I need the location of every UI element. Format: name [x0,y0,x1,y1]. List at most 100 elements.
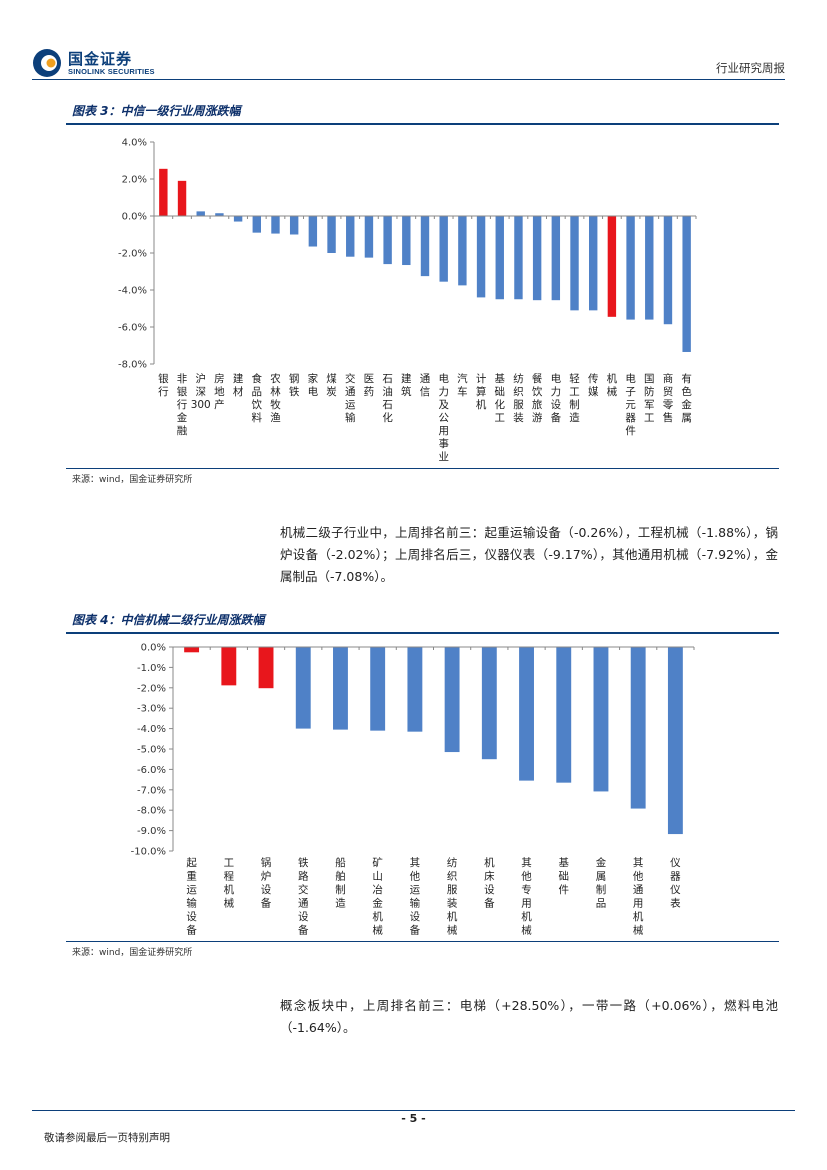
logo-text-en: SINOLINK SECURITIES [68,67,155,76]
y-tick-label: -8.0% [137,806,166,817]
y-tick-label: -7.0% [137,785,166,796]
bar-轻工制造 [570,216,579,311]
bar-纺织服装机械 [444,647,460,753]
category-label: 传媒 [588,373,599,398]
bar-家电 [308,216,318,247]
y-tick-label: -10.0% [131,847,166,858]
category-label: 医药 [364,373,375,398]
category-label: 纺织服装机械 [447,856,458,937]
category-label: 轻工制造 [569,372,580,424]
category-label: 船舶制造 [335,856,346,910]
figure4-chart: 0.0% -1.0% -2.0% -3.0% -4.0% -5.0% -6.0% -7.0% -… [131,643,695,937]
category-label: 建材 [233,372,244,398]
y-tick-label: -1.0% [137,663,166,674]
logo-mark-icon [33,49,61,77]
category-label: 建筑 [401,372,412,398]
bar-基础件 [556,647,572,783]
bar-商贸零售 [663,216,673,325]
bar-建材 [233,216,243,222]
figure4-bottom-rule [66,941,779,942]
bar-煤炭 [327,216,336,253]
category-label: 基础化工 [495,372,506,424]
category-label: 电力设备 [551,372,562,424]
category-label: 银行 [158,372,169,398]
category-label: 餐饮旅游 [532,372,543,424]
bar-电力设备 [551,216,561,301]
category-label: 有色金属 [681,372,692,424]
category-label: 矿山冶金机械 [372,856,383,937]
bar-餐饮旅游 [532,216,542,301]
y-tick-label: -2.0% [137,683,166,694]
category-label: 基础件 [559,856,570,896]
y-tick-label: 0.0% [141,643,166,654]
category-label: 钢铁 [289,372,300,398]
category-label: 交通运输 [345,372,356,424]
y-tick-label: 0.0% [122,212,147,223]
bar-银行 [159,168,168,216]
bar-电力及公用事业 [439,216,448,282]
logo-text-cn: 国金证券 [68,50,133,68]
bar-基础化工 [495,216,504,300]
category-label: 煤炭 [326,372,337,398]
y-tick-label: -8.0% [118,360,147,371]
figure4-title: 图表 4：中信机械二级行业周涨跌幅 [72,613,265,627]
category-label: 机械 [607,372,618,398]
bar-医药 [364,216,374,258]
paragraph-concept-sectors: 概念板块中，上周排名前三：电梯（+28.50%），一带一路（+0.06%），燃料… [280,998,778,1035]
bar-仪器仪表 [667,647,683,835]
bar-农林牧渔 [271,216,280,234]
category-label: 电力及公用事业 [438,372,449,463]
category-label: 汽车 [457,372,468,398]
figure3-chart: 4.0% 2.0% 0.0% -2.0% -4.0% -6.0% -8.0% 银行非银行金融沪… [118,138,697,463]
bar-纺织服装 [514,216,523,300]
bar-锅炉设备 [258,647,274,689]
y-tick-label: -3.0% [137,704,166,715]
category-label: 食品饮料 [252,372,263,424]
bar-非银行金融 [177,180,187,216]
bar-矿山冶金机械 [370,647,386,731]
category-label: 仪器仪表 [670,857,681,910]
report-type: 行业研究周报 [716,61,785,75]
category-label: 国防军工 [644,373,655,424]
page-number: - 5 - [401,1112,426,1125]
category-label: 沪深 300 [191,372,211,411]
figure4-top-rule [66,632,779,634]
bar-船舶制造 [333,647,348,730]
bar-金属制品 [593,647,609,792]
bar-建筑 [402,216,411,266]
category-label: 其他专用机械 [521,857,532,937]
category-label: 商贸零售 [663,372,674,424]
bar-沪深300 [196,211,205,216]
figure3-top-rule [66,123,779,125]
category-label: 机床设备 [484,856,495,910]
bar-通信 [420,216,430,277]
category-label: 金属制品 [596,856,607,910]
bar-铁路交通设备 [295,647,311,729]
bar-交通运输 [346,216,355,257]
y-tick-label: -4.0% [137,724,166,735]
category-label: 石油石化 [382,373,393,424]
bar-传媒 [589,216,598,311]
y-tick-label: 4.0% [122,138,147,149]
category-label: 起重运输设备 [186,857,197,937]
category-label: 计算机 [476,372,487,411]
bar-国防军工 [645,216,654,320]
category-label: 纺织服装 [513,372,524,424]
bar-计算机 [476,216,486,298]
category-label: 电子元器件 [625,372,636,437]
company-logo: 国金证券 SINOLINK SECURITIES [32,46,172,80]
bar-汽车 [458,216,467,286]
category-label: 农林牧渔 [270,372,281,424]
figure3-title: 图表 3：中信一级行业周涨跌幅 [72,104,241,118]
bar-石油石化 [383,216,392,265]
y-tick-label: -9.0% [137,826,166,837]
category-label: 家电 [308,372,319,398]
figure3-bottom-rule [66,468,779,469]
y-tick-label: -5.0% [137,745,166,756]
bar-起重运输设备 [184,647,200,653]
y-tick-label: -2.0% [118,249,147,260]
category-label: 工程机械 [224,857,235,910]
category-label: 其他通用机械 [633,857,644,937]
paragraph-machinery-subindustries: 机械二级子行业中，上周排名前三：起重运输设备（-0.26%），工程机械（-1.8… [280,525,778,584]
y-tick-label: -6.0% [137,765,166,776]
